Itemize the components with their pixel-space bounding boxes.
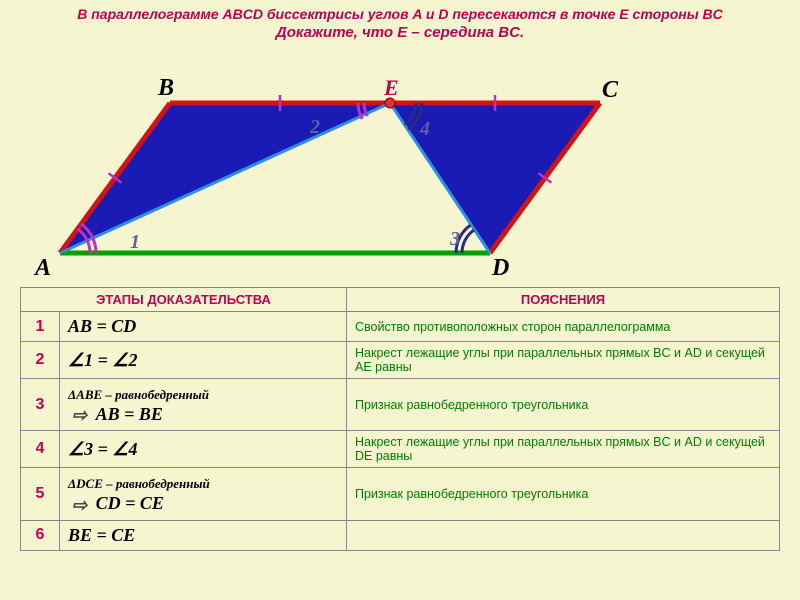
table-row: 3ΔABE – равнобедренный⇨ AB = BEПризнак р… — [21, 379, 780, 431]
table-row: 1AB = CDСвойство противоположных сторон … — [21, 312, 780, 342]
table-row: 6BE = CE — [21, 520, 780, 550]
proof-table: ЭТАПЫ ДОКАЗАТЕЛЬСТВА ПОЯСНЕНИЯ 1AB = CDС… — [20, 287, 780, 551]
row-explanation: Признак равнобедренного треугольника — [347, 379, 780, 431]
row-number: 6 — [21, 520, 60, 550]
row-explanation: Накрест лежащие углы при параллельных пр… — [347, 342, 780, 379]
figure-svg: A B C D E 1 2 3 4 — [0, 43, 800, 283]
row-step: ΔABE – равнобедренный⇨ AB = BE — [60, 379, 347, 431]
row-step: ΔDCE – равнобедренный⇨ CD = CE — [60, 468, 347, 520]
row-explanation: Свойство противоположных сторон параллел… — [347, 312, 780, 342]
row-step: BE = CE — [60, 520, 347, 550]
row-step: ∠3 = ∠4 — [60, 431, 347, 468]
svg-text:B: B — [157, 75, 174, 101]
svg-text:C: C — [602, 77, 619, 103]
row-explanation — [347, 520, 780, 550]
row-step: ∠1 = ∠2 — [60, 342, 347, 379]
row-explanation: Признак равнобедренного треугольника — [347, 468, 780, 520]
geometry-figure: A B C D E 1 2 3 4 — [0, 43, 800, 283]
table-row: 5ΔDCE – равнобедренный⇨ CD = CEПризнак р… — [21, 468, 780, 520]
row-explanation: Накрест лежащие углы при параллельных пр… — [347, 431, 780, 468]
table-row: 4∠3 = ∠4Накрест лежащие углы при паралле… — [21, 431, 780, 468]
row-number: 4 — [21, 431, 60, 468]
svg-text:2: 2 — [309, 116, 320, 138]
table-row: 2∠1 = ∠2Накрест лежащие углы при паралле… — [21, 342, 780, 379]
col-header-steps: ЭТАПЫ ДОКАЗАТЕЛЬСТВА — [21, 288, 347, 312]
svg-text:4: 4 — [419, 118, 430, 140]
problem-line1: В параллелограмме ABCD биссектрисы углов… — [10, 6, 790, 22]
svg-text:3: 3 — [449, 228, 460, 250]
svg-text:A: A — [33, 255, 51, 281]
row-number: 5 — [21, 468, 60, 520]
row-number: 2 — [21, 342, 60, 379]
svg-text:1: 1 — [130, 231, 140, 253]
svg-text:D: D — [491, 255, 509, 281]
problem-line2: Докажите, что E – середина BC. — [10, 24, 790, 41]
row-step: AB = CD — [60, 312, 347, 342]
row-number: 3 — [21, 379, 60, 431]
row-number: 1 — [21, 312, 60, 342]
col-header-expl: ПОЯСНЕНИЯ — [347, 288, 780, 312]
svg-text:E: E — [383, 75, 399, 100]
problem-header: В параллелограмме ABCD биссектрисы углов… — [0, 0, 800, 43]
